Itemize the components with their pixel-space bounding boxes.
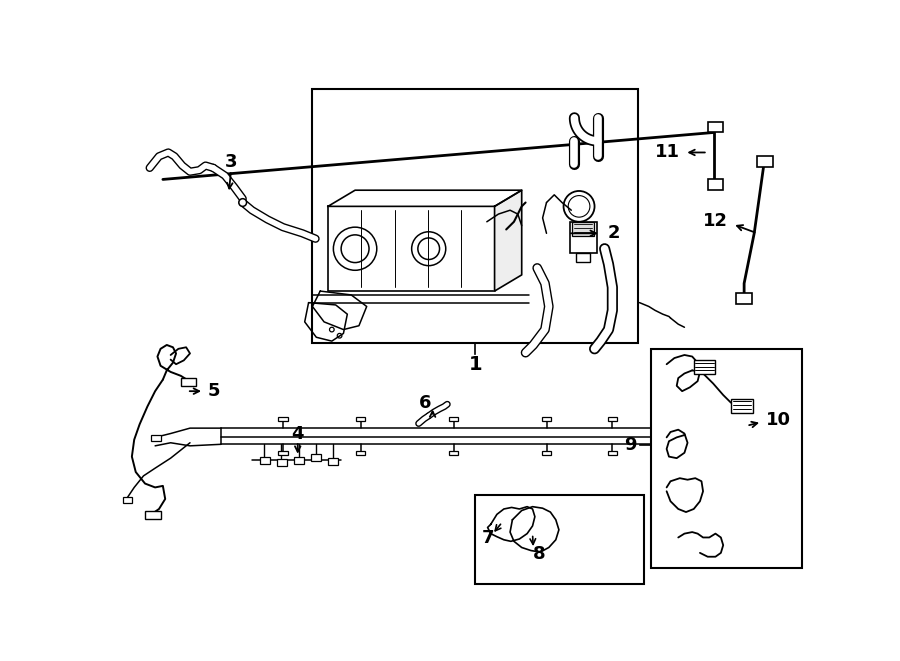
- Bar: [608, 417, 617, 421]
- Text: 5: 5: [208, 382, 220, 400]
- Text: 9: 9: [624, 436, 636, 454]
- Bar: [572, 222, 594, 235]
- Bar: [293, 457, 304, 463]
- Bar: [731, 399, 752, 412]
- Text: 1: 1: [468, 355, 482, 373]
- Bar: [736, 293, 752, 304]
- Text: 10: 10: [766, 411, 791, 430]
- Bar: [278, 451, 288, 455]
- Bar: [449, 451, 458, 455]
- Bar: [449, 417, 458, 421]
- Bar: [570, 222, 597, 253]
- Bar: [277, 459, 287, 466]
- Text: 2: 2: [608, 224, 620, 243]
- Bar: [707, 122, 724, 132]
- Bar: [475, 495, 644, 584]
- Polygon shape: [328, 190, 522, 206]
- Circle shape: [239, 200, 246, 206]
- Text: 6: 6: [419, 394, 432, 412]
- Text: 7: 7: [482, 529, 495, 547]
- Bar: [260, 457, 270, 463]
- Bar: [707, 179, 724, 190]
- Bar: [356, 451, 365, 455]
- Polygon shape: [495, 190, 522, 291]
- Bar: [757, 156, 773, 167]
- Text: 4: 4: [292, 424, 304, 442]
- Text: 12: 12: [703, 212, 728, 230]
- Bar: [694, 360, 716, 374]
- Bar: [542, 451, 551, 455]
- Bar: [151, 435, 160, 442]
- Bar: [356, 417, 365, 421]
- Bar: [181, 378, 196, 386]
- Bar: [278, 417, 288, 421]
- Bar: [312, 89, 638, 342]
- Bar: [310, 454, 321, 461]
- Text: 3: 3: [225, 153, 238, 171]
- Bar: [651, 349, 802, 568]
- Text: 8: 8: [533, 545, 545, 563]
- Text: 11: 11: [655, 143, 680, 161]
- Bar: [328, 458, 338, 465]
- Bar: [145, 510, 160, 519]
- Bar: [576, 253, 590, 262]
- Bar: [542, 417, 551, 421]
- Bar: [608, 451, 617, 455]
- Circle shape: [238, 198, 248, 207]
- Bar: [328, 206, 495, 291]
- Bar: [122, 496, 132, 503]
